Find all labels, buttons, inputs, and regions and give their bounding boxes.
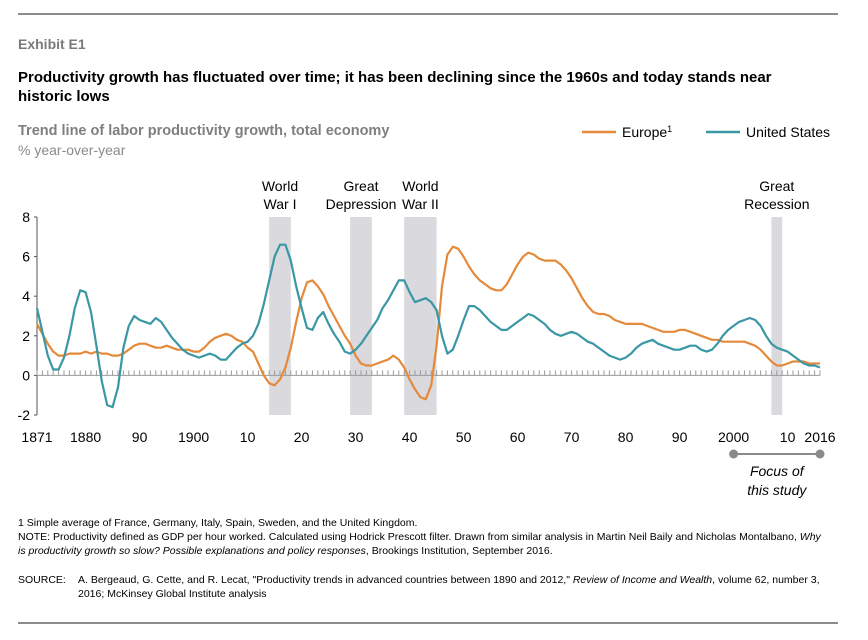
x-tick-label: 70 xyxy=(564,429,580,445)
source-tail: , volume 62, number 3, 2016; McKinsey Gl… xyxy=(78,574,820,600)
shaded-period-label: Depression xyxy=(326,196,397,212)
focus-end-dot xyxy=(815,449,825,459)
y-tick-label: 2 xyxy=(22,328,30,344)
y-tick-label: 8 xyxy=(22,209,30,225)
headline: Productivity growth has fluctuated over … xyxy=(18,69,772,105)
chart-subtitle: Trend line of labor productivity growth,… xyxy=(18,123,390,139)
y-tick-label: 0 xyxy=(22,367,30,383)
focus-label: Focus of xyxy=(750,463,806,479)
x-tick-label: 30 xyxy=(348,429,364,445)
x-tick-label: 2016 xyxy=(804,429,835,445)
shaded-period-label: Great xyxy=(343,178,378,194)
legend: Europe1 United States xyxy=(582,124,830,140)
series-line-europe xyxy=(36,245,820,401)
y-tick-label: 6 xyxy=(22,249,30,265)
source-text: A. Bergeaud, G. Cette, and R. Lecat, "Pr… xyxy=(78,573,828,601)
legend-europe-label: Europe1 xyxy=(622,124,672,140)
note-tail: , Brookings Institution, September 2016. xyxy=(365,545,553,557)
exhibit-label: Exhibit E1 xyxy=(18,36,86,52)
legend-us-label: United States xyxy=(746,124,830,140)
note-text: NOTE: Productivity defined as GDP per ho… xyxy=(18,530,828,558)
x-tick-label: 90 xyxy=(132,429,148,445)
x-tick-label: 2000 xyxy=(718,429,749,445)
x-tick-label: 90 xyxy=(672,429,688,445)
y-tick-label: -2 xyxy=(18,407,31,423)
note-lead: NOTE: Productivity defined as GDP per ho… xyxy=(18,531,800,543)
x-tick-label: 1871 xyxy=(21,429,52,445)
source-journal: Review of Income and Wealth xyxy=(572,574,713,586)
source-tag: SOURCE: xyxy=(18,574,66,586)
x-tick-label: 40 xyxy=(402,429,418,445)
y-tick-label: 4 xyxy=(22,288,30,304)
line-chart: Europe1 United States World War I Great Dep… xyxy=(18,124,836,498)
shaded-period-label: War I xyxy=(264,196,297,212)
shaded-period-label: World xyxy=(262,178,298,194)
footnote-1: 1 Simple average of France, Germany, Ita… xyxy=(18,517,418,529)
shaded-period-label: War II xyxy=(402,196,439,212)
x-tick-label: 20 xyxy=(294,429,310,445)
focus-start-dot xyxy=(729,449,739,459)
shaded-period-label: World xyxy=(402,178,438,194)
x-tick-label: 50 xyxy=(456,429,472,445)
bottom-rule xyxy=(18,622,838,624)
note-title: Why is productivity growth so slow? Poss… xyxy=(18,531,821,557)
x-tick-label: 10 xyxy=(780,429,796,445)
x-tick-label: 1880 xyxy=(70,429,101,445)
source-lead: A. Bergeaud, G. Cette, and R. Lecat, "Pr… xyxy=(78,574,573,586)
shaded-period-2 xyxy=(350,217,372,415)
x-tick-label: 10 xyxy=(240,429,256,445)
x-tick-label: 80 xyxy=(618,429,634,445)
source: SOURCE: A. Bergeaud, G. Cette, and R. Le… xyxy=(18,573,828,601)
shaded-period-label: Great xyxy=(759,178,794,194)
top-rule xyxy=(18,13,838,15)
shaded-period-label: Recession xyxy=(744,196,809,212)
shaded-period-4 xyxy=(771,217,783,415)
focus-label: this study xyxy=(747,482,807,498)
x-tick-label: 1900 xyxy=(178,429,209,445)
chart-units: % year-over-year xyxy=(18,142,126,158)
x-tick-label: 60 xyxy=(510,429,526,445)
series-line-united-states xyxy=(35,243,821,409)
notes: 1 Simple average of France, Germany, Ita… xyxy=(18,516,828,558)
